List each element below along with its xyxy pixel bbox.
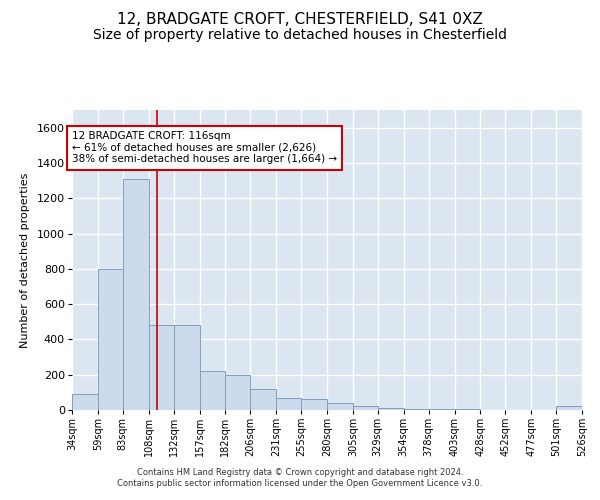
Bar	[123, 179, 149, 410]
Bar	[98, 269, 123, 410]
Bar	[250, 389, 276, 410]
Bar	[226, 374, 250, 410]
Bar	[556, 406, 582, 410]
Text: 12, BRADGATE CROFT, CHESTERFIELD, S41 0XZ: 12, BRADGATE CROFT, CHESTERFIELD, S41 0X…	[117, 12, 483, 28]
Bar	[149, 326, 173, 410]
Bar	[378, 408, 404, 410]
Bar	[353, 406, 378, 410]
Y-axis label: Number of detached properties: Number of detached properties	[20, 172, 30, 348]
Bar	[276, 398, 301, 410]
Bar	[404, 409, 428, 410]
Bar	[327, 403, 353, 410]
Text: Contains HM Land Registry data © Crown copyright and database right 2024.
Contai: Contains HM Land Registry data © Crown c…	[118, 468, 482, 487]
Bar	[72, 394, 98, 410]
Bar	[428, 409, 455, 410]
Bar	[199, 371, 226, 410]
Bar	[173, 326, 199, 410]
Text: 12 BRADGATE CROFT: 116sqm
← 61% of detached houses are smaller (2,626)
38% of se: 12 BRADGATE CROFT: 116sqm ← 61% of detac…	[72, 131, 337, 164]
Text: Size of property relative to detached houses in Chesterfield: Size of property relative to detached ho…	[93, 28, 507, 42]
Bar	[301, 400, 327, 410]
